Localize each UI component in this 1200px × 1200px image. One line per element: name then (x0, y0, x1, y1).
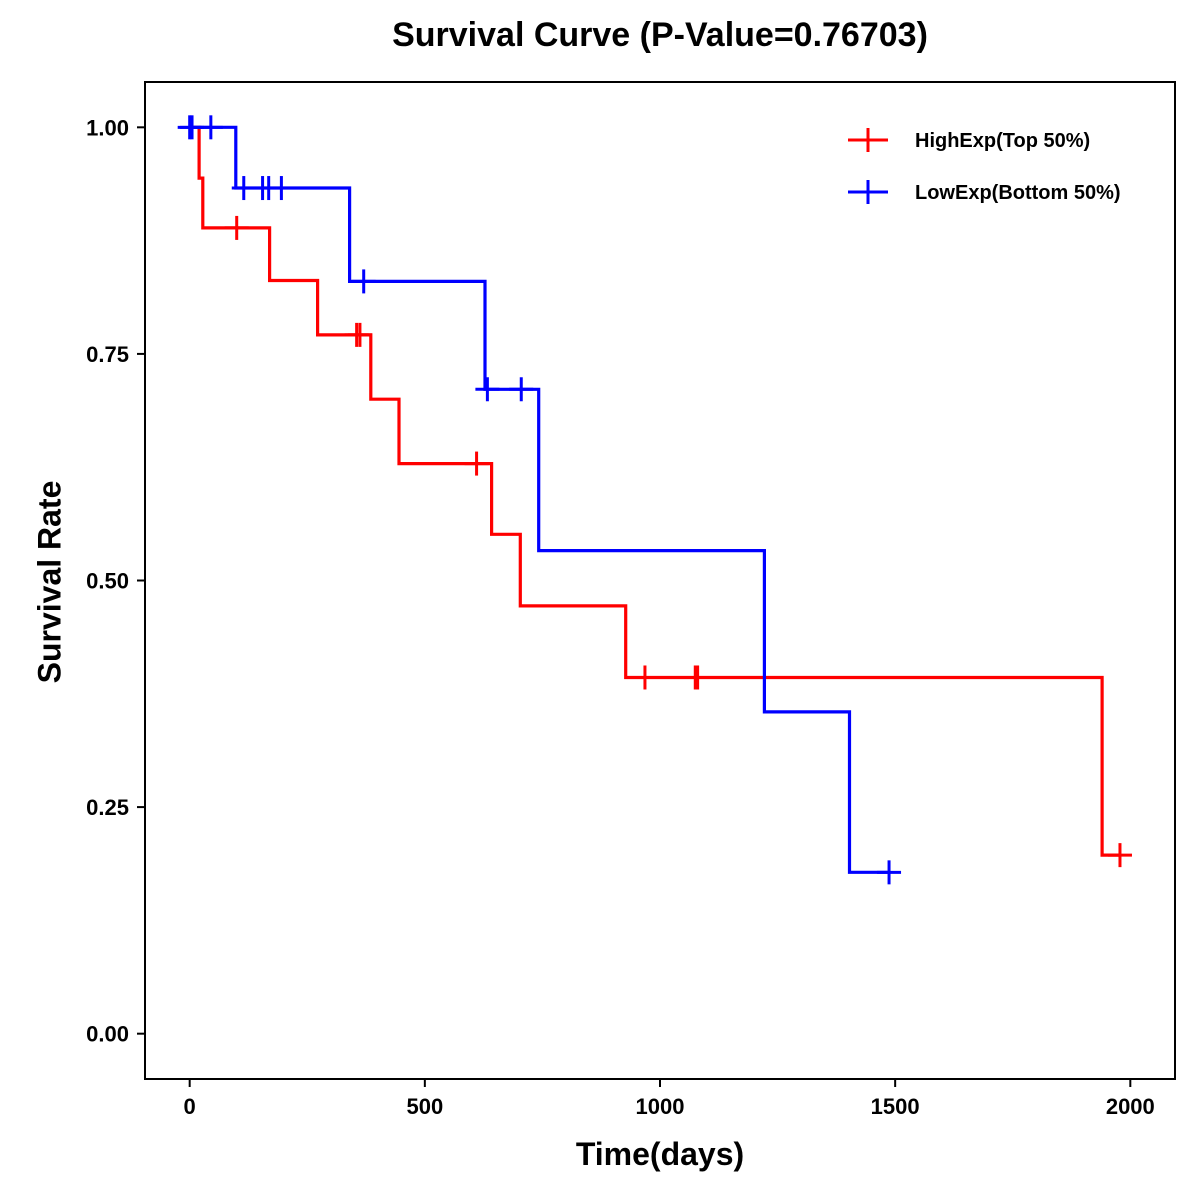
y-tick-label: 0.00 (86, 1022, 129, 1047)
x-tick-label: 1500 (871, 1094, 920, 1119)
legend-label-high: HighExp(Top 50%) (915, 130, 1090, 152)
legend-item-low: LowExp(Bottom 50%) (848, 180, 1121, 204)
censor-mark-low (475, 377, 500, 402)
y-tick-label: 0.50 (86, 569, 129, 594)
x-tick-label: 500 (406, 1094, 443, 1119)
censor-mark-low (198, 115, 223, 140)
plot-frame (144, 81, 1176, 1080)
y-tick-label: 0.75 (86, 342, 129, 367)
censor-mark-high (685, 665, 710, 690)
censor-mark-high (1107, 843, 1132, 868)
censor-mark-low (509, 377, 534, 402)
censor-mark-high (224, 215, 249, 240)
legend-label-low: LowExp(Bottom 50%) (915, 182, 1121, 204)
y-axis-label: Survival Rate (31, 480, 68, 684)
chart-title: Survival Curve (P-Value=0.76703) (392, 16, 928, 54)
x-tick-label: 0 (184, 1094, 196, 1119)
x-tick-label: 1000 (636, 1094, 685, 1119)
censor-mark-low (351, 269, 376, 294)
y-tick-label: 0.25 (86, 795, 129, 820)
censor-mark-high (347, 322, 372, 347)
censor-mark-low (877, 860, 902, 885)
x-axis-label: Time(days) (575, 1136, 745, 1172)
x-tick-label: 2000 (1106, 1094, 1155, 1119)
legend-item-high: HighExp(Top 50%) (848, 128, 1090, 152)
series-line-low (189, 125, 891, 874)
censor-mark-high (632, 665, 657, 690)
censor-mark-high (464, 451, 489, 476)
y-tick-label: 1.00 (86, 115, 129, 140)
censor-mark-low (269, 176, 294, 201)
series-line-high (189, 125, 1121, 857)
